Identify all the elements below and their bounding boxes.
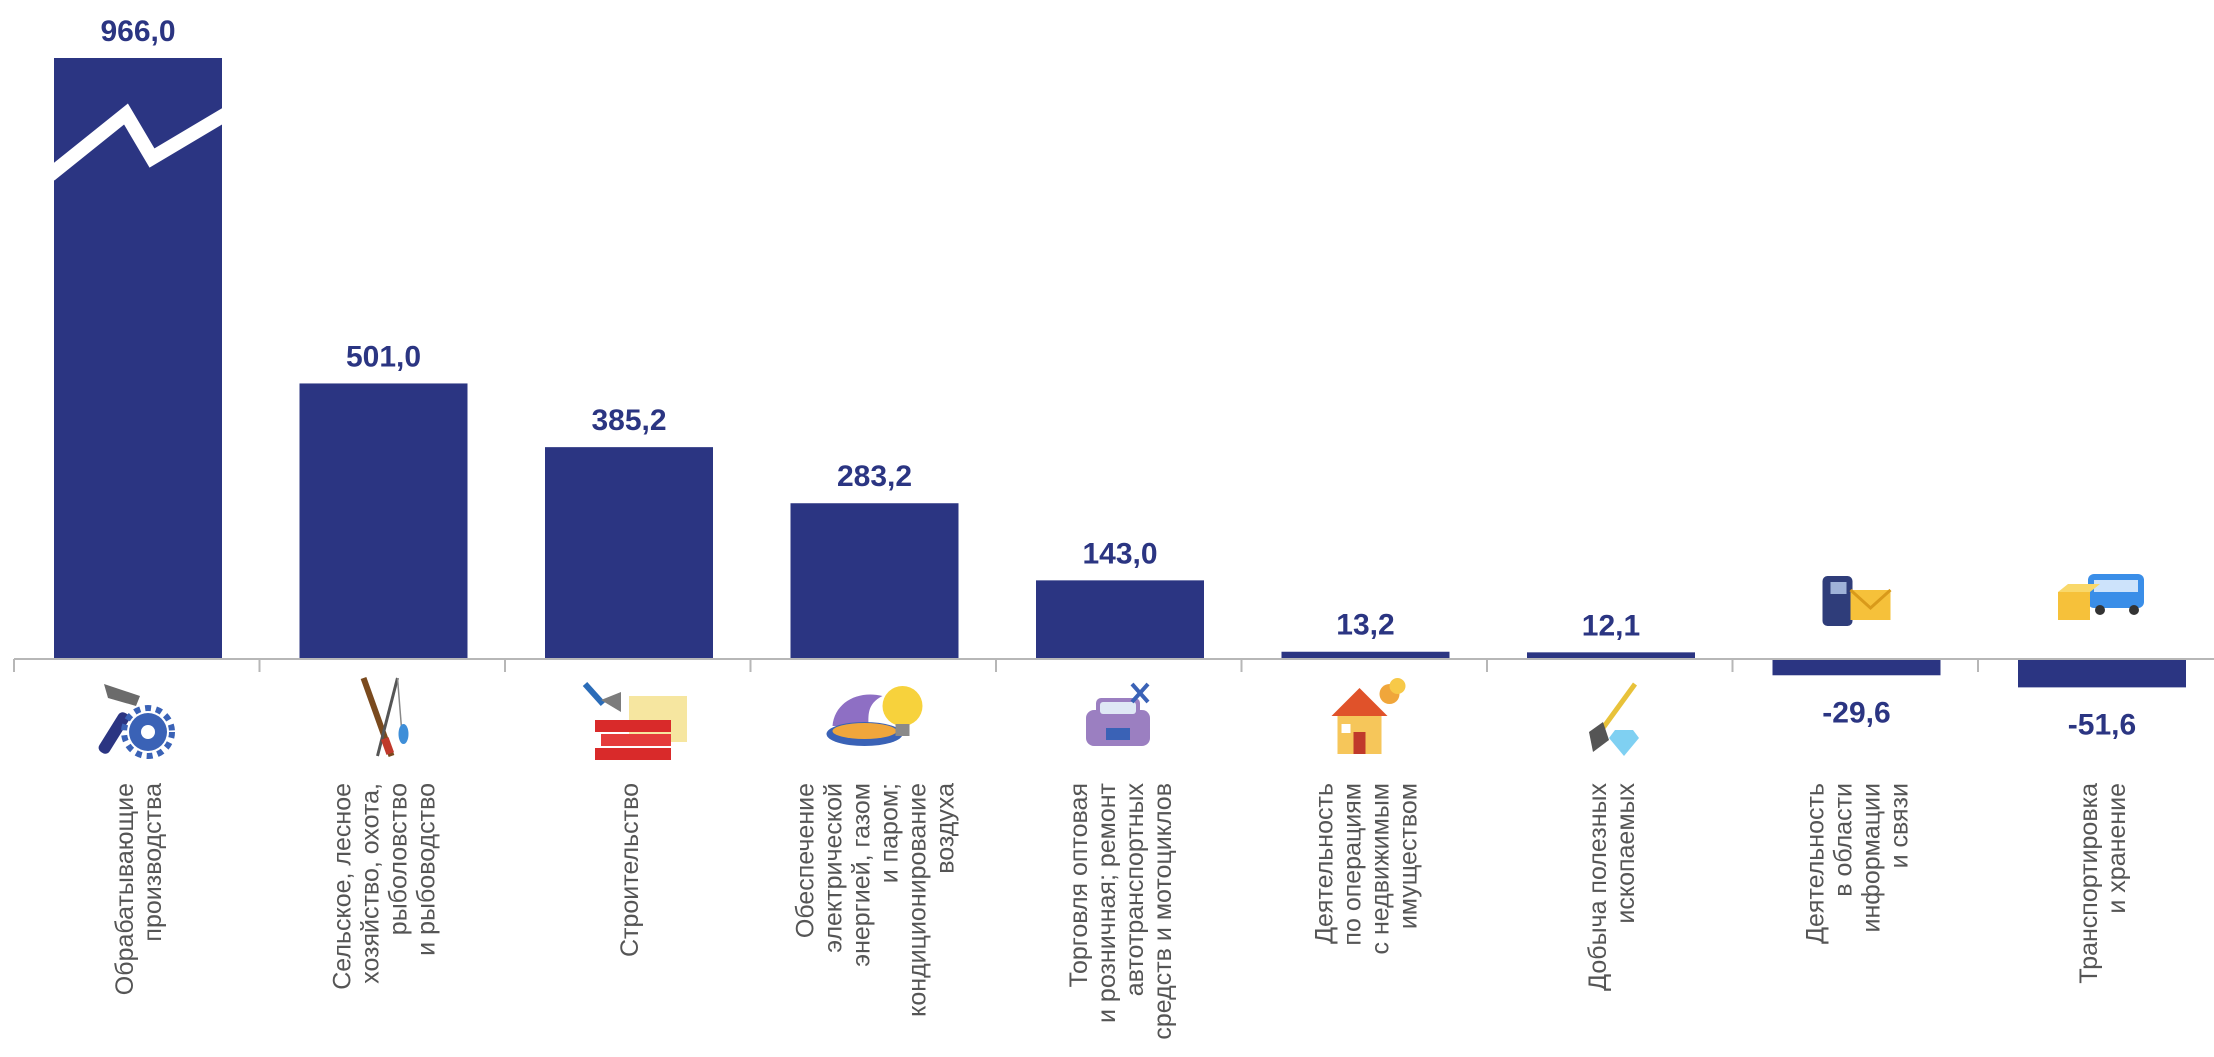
- gas-flame-lightbulb-icon: [826, 686, 923, 746]
- category-label-line: производства: [139, 783, 167, 942]
- category-label-line: Сельское, лесное: [329, 783, 357, 990]
- category-label-line: ископаемых: [1612, 783, 1640, 924]
- category-label: Добыча полезныхископаемых: [1584, 783, 1640, 991]
- hammer-gear-icon: [98, 684, 175, 759]
- value-labels: 966,0 501,0 385,2 283,2 143,0 13,2 12,1 -29,6 -5…: [100, 15, 2136, 741]
- bar: [545, 447, 713, 659]
- category-label-line: и связи: [1886, 783, 1914, 868]
- category-label-line: имуществом: [1395, 783, 1423, 929]
- bar: [2018, 659, 2186, 688]
- bar: [299, 383, 468, 659]
- value-label: 966,0: [100, 15, 175, 48]
- value-label: -51,6: [2068, 708, 2136, 741]
- category-label-line: автотранспортных: [1121, 783, 1149, 997]
- bar: [1527, 652, 1695, 659]
- house-coins-icon: [1331, 678, 1406, 754]
- category-label-line: воздуха: [932, 783, 960, 874]
- value-label: 12,1: [1582, 609, 1640, 642]
- category-label-line: кондиционирование: [904, 783, 932, 1017]
- car-wrench-icon: [1086, 682, 1150, 746]
- bus-box-icon: [2058, 574, 2144, 620]
- category-label-line: и паром;: [876, 783, 904, 883]
- category-label-line: Обрабатывающие: [111, 783, 139, 995]
- category-label: Транспортировкаи хранение: [2075, 783, 2131, 984]
- category-labels: Обрабатывающиепроизводства Сельское, лесн…: [111, 782, 2131, 1039]
- category-label-line: с недвижимым: [1367, 783, 1395, 954]
- value-label: 501,0: [346, 340, 421, 373]
- category-label-line: по операциям: [1339, 783, 1367, 946]
- shovel-diamond-icon: [1589, 682, 1639, 756]
- category-label-line: и рыбоводство: [413, 783, 441, 956]
- category-label-line: Обеспечение: [792, 783, 820, 938]
- value-label: 13,2: [1336, 609, 1394, 642]
- telephone-envelope-icon: [1822, 576, 1892, 626]
- value-label: 283,2: [837, 460, 912, 493]
- category-label: Строительство: [616, 783, 644, 957]
- category-label-line: средств и мотоциклов: [1149, 783, 1177, 1040]
- bar: [1036, 580, 1204, 659]
- category-label-line: информации: [1858, 783, 1886, 933]
- category-label-line: Добыча полезных: [1584, 783, 1612, 991]
- category-label-line: хозяйство, охота,: [357, 783, 385, 984]
- bar: [1772, 659, 1941, 676]
- x-axis-ticks: [13, 659, 1979, 672]
- category-label-line: в области: [1830, 783, 1858, 897]
- axis-break-mark: [45, 103, 230, 181]
- category-label-line: и хранение: [2103, 783, 2131, 914]
- bars-group: [45, 58, 2186, 688]
- value-label: 385,2: [591, 404, 666, 437]
- category-label-line: энергией, газом: [848, 783, 876, 967]
- category-label-line: Деятельность: [1311, 783, 1339, 944]
- category-label-line: Деятельность: [1802, 783, 1830, 944]
- category-label: Сельское, лесноехозяйство, охота,рыболов…: [329, 783, 441, 990]
- category-label-line: Торговля оптовая: [1065, 783, 1093, 987]
- category-label: Обрабатывающиепроизводства: [111, 783, 167, 995]
- category-label: Обеспечениеэлектрическойэнергией, газоми…: [792, 783, 960, 1017]
- category-label: Деятельностьпо операциямс недвижимымимущ…: [1311, 783, 1423, 954]
- category-label: Деятельностьв областиинформациии связи: [1802, 783, 1914, 944]
- bar: [790, 503, 959, 659]
- category-label-line: Транспортировка: [2075, 783, 2103, 984]
- value-label: -29,6: [1822, 696, 1890, 729]
- category-icons: [98, 574, 2144, 760]
- category-label-line: Строительство: [616, 783, 644, 957]
- category-label-line: рыболовство: [385, 783, 413, 935]
- trowel-bricks-icon: [582, 681, 687, 760]
- value-label: 143,0: [1082, 537, 1157, 570]
- category-label-line: электрической: [820, 783, 848, 953]
- bar: [1281, 651, 1450, 659]
- fishing-rod-rifle-icon: [360, 676, 409, 758]
- category-label: Торговля оптоваяи розничная; ремонтавтот…: [1065, 782, 1177, 1039]
- category-label-line: и розничная; ремонт: [1093, 782, 1121, 1023]
